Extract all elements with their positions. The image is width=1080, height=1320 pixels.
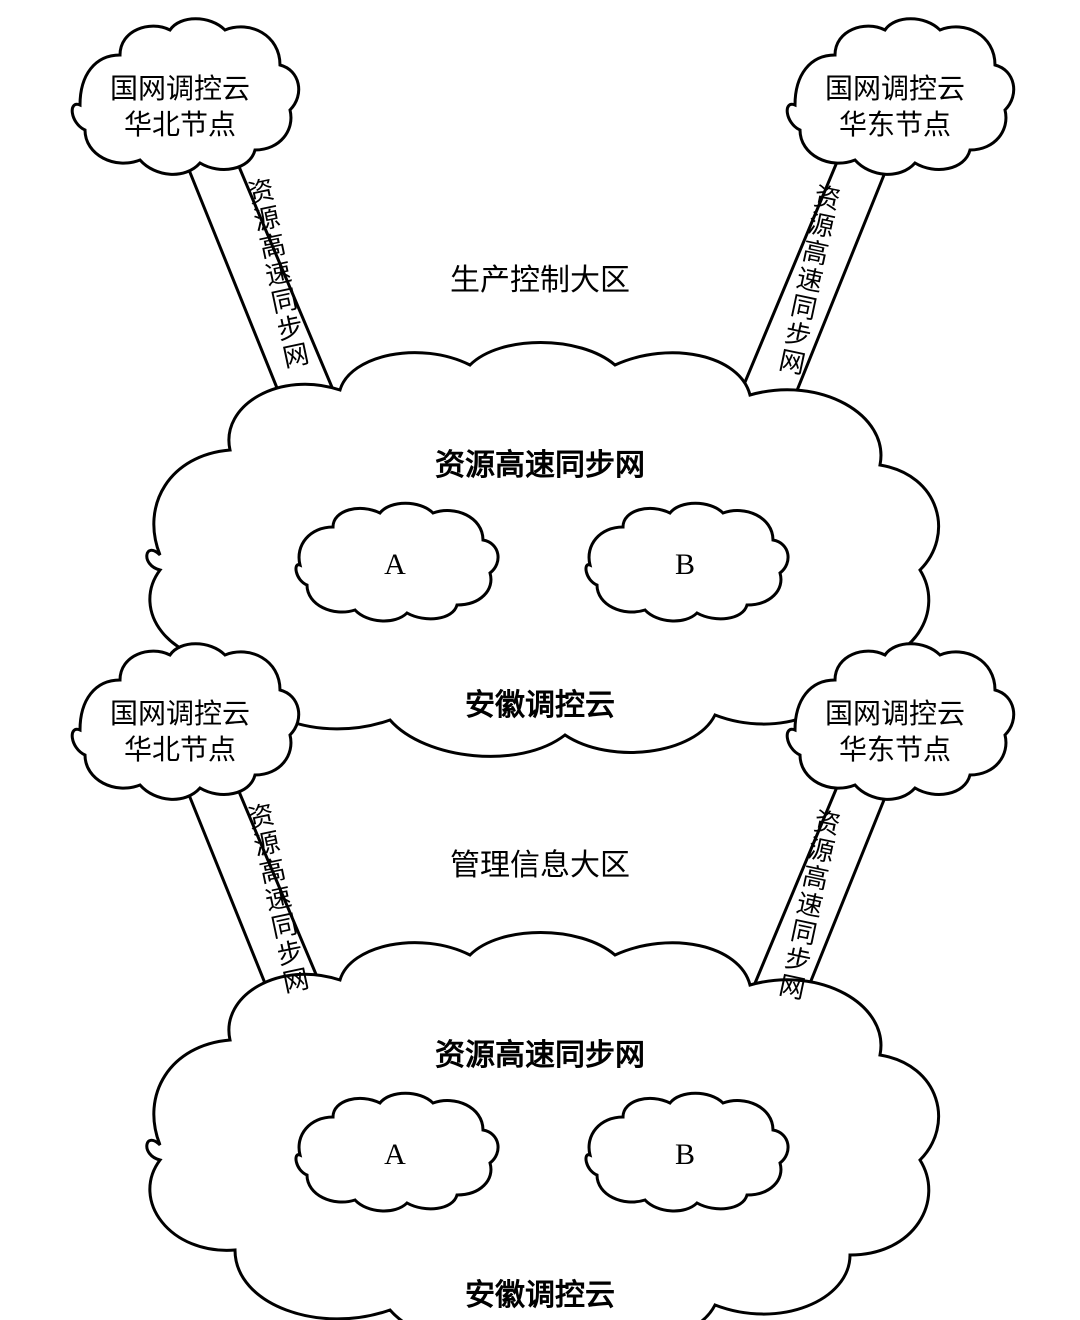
top-inner-a-label: A bbox=[375, 548, 415, 582]
top-right-cloud-label: 国网调控云 华东节点 bbox=[815, 72, 975, 145]
text: 国网调控云 bbox=[110, 74, 250, 105]
top-left-cloud-label: 国网调控云 华北节点 bbox=[100, 72, 260, 145]
bottom-inner-b-label: B bbox=[665, 1138, 705, 1172]
text: 国网调控云 bbox=[825, 74, 965, 105]
text: 华北节点 bbox=[124, 735, 236, 766]
bottom-left-cloud-label: 国网调控云 华北节点 bbox=[100, 697, 260, 770]
text: 华北节点 bbox=[124, 110, 236, 141]
text: 华东节点 bbox=[839, 110, 951, 141]
text: 国网调控云 bbox=[110, 699, 250, 730]
bottom-main-cloud-shape bbox=[147, 933, 939, 1320]
diagram-svg bbox=[0, 0, 1080, 1320]
bottom-zone-label: 管理信息大区 bbox=[390, 840, 690, 884]
top-zone-label: 生产控制大区 bbox=[390, 255, 690, 299]
text: 国网调控云 bbox=[825, 699, 965, 730]
bottom-right-cloud-label: 国网调控云 华东节点 bbox=[815, 697, 975, 770]
top-main-cloud-footer: 安徽调控云 bbox=[340, 680, 740, 724]
network-diagram: 国网调控云 华北节点 国网调控云 华东节点 资源高速同步网 资源高速同步网 生产… bbox=[0, 0, 1080, 1320]
bottom-inner-a-label: A bbox=[375, 1138, 415, 1172]
top-main-cloud-title: 资源高速同步网 bbox=[340, 440, 740, 484]
text: 华东节点 bbox=[839, 735, 951, 766]
bottom-main-cloud-footer: 安徽调控云 bbox=[340, 1270, 740, 1314]
bottom-main-cloud-title: 资源高速同步网 bbox=[340, 1030, 740, 1074]
top-inner-b-label: B bbox=[665, 548, 705, 582]
